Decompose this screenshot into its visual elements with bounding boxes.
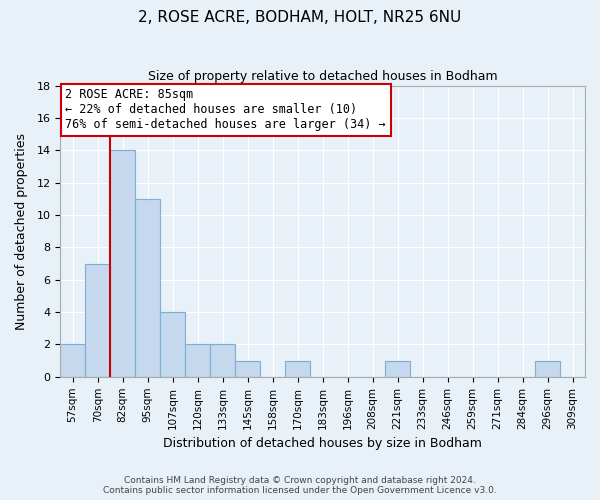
- Bar: [210, 344, 235, 377]
- Bar: [135, 199, 160, 377]
- Bar: [185, 344, 210, 377]
- X-axis label: Distribution of detached houses by size in Bodham: Distribution of detached houses by size …: [163, 437, 482, 450]
- Bar: [285, 360, 310, 377]
- Title: Size of property relative to detached houses in Bodham: Size of property relative to detached ho…: [148, 70, 497, 83]
- Bar: [85, 264, 110, 377]
- Text: 2 ROSE ACRE: 85sqm
← 22% of detached houses are smaller (10)
76% of semi-detache: 2 ROSE ACRE: 85sqm ← 22% of detached hou…: [65, 88, 386, 132]
- Text: Contains HM Land Registry data © Crown copyright and database right 2024.
Contai: Contains HM Land Registry data © Crown c…: [103, 476, 497, 495]
- Bar: [535, 360, 560, 377]
- Text: 2, ROSE ACRE, BODHAM, HOLT, NR25 6NU: 2, ROSE ACRE, BODHAM, HOLT, NR25 6NU: [139, 10, 461, 25]
- Bar: [235, 360, 260, 377]
- Bar: [160, 312, 185, 377]
- Bar: [60, 344, 85, 377]
- Bar: [385, 360, 410, 377]
- Bar: [110, 150, 135, 377]
- Y-axis label: Number of detached properties: Number of detached properties: [15, 132, 28, 330]
